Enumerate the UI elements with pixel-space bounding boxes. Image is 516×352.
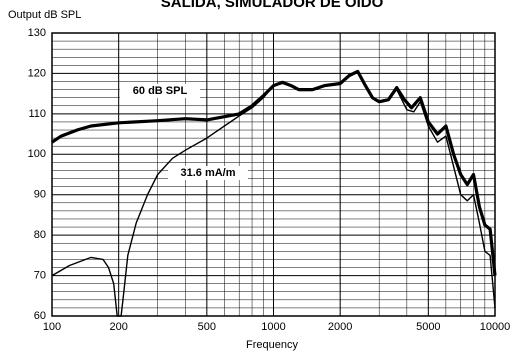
- chart-title: SALIDA, SIMULADOR DE OIDO: [161, 0, 384, 11]
- y-tick-label: 120: [28, 67, 46, 79]
- series-label: 60 dB SPL: [133, 85, 188, 97]
- x-tick-label: 200: [109, 321, 127, 333]
- x-tick-label: 1000: [261, 321, 285, 333]
- y-tick-label: 80: [34, 229, 46, 241]
- x-tick-label: 2000: [328, 321, 352, 333]
- x-axis-label: Frequency: [246, 339, 298, 351]
- plot-frame: [51, 32, 496, 317]
- series-label-bg: [168, 166, 248, 180]
- x-tick-label: 500: [198, 321, 216, 333]
- y-tick-label: 130: [28, 27, 46, 39]
- y-tick-label: 100: [28, 148, 46, 160]
- y-tick-label: 110: [28, 108, 46, 120]
- y-tick-label: 90: [34, 189, 46, 201]
- x-tick-label: 100: [43, 321, 61, 333]
- x-tick-label: 5000: [416, 321, 440, 333]
- series-label-bg: [120, 84, 200, 98]
- x-tick-label: 10000: [480, 321, 511, 333]
- y-tick-label: 60: [34, 310, 46, 322]
- series-line: [51, 71, 496, 317]
- y-tick-label: 70: [34, 269, 46, 281]
- series-line: [51, 69, 497, 276]
- series-label: 31.6 mA/m: [180, 167, 235, 179]
- y-axis-label: Output dB SPL: [8, 9, 81, 21]
